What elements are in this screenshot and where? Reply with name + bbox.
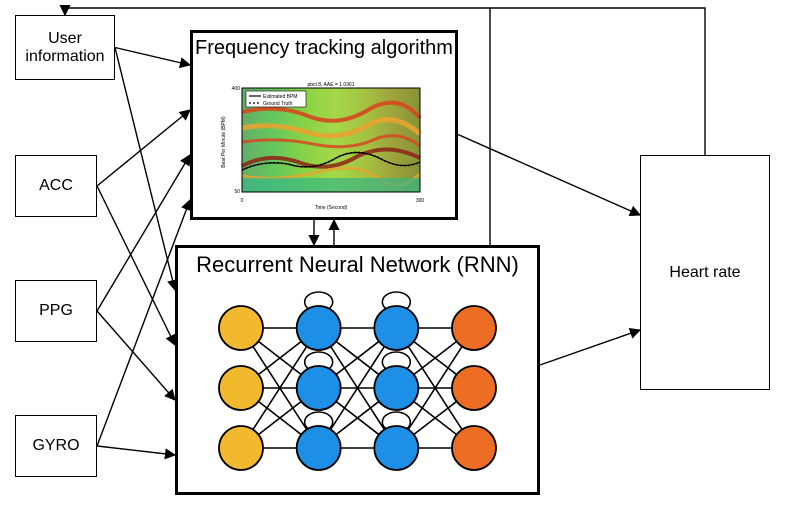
rnn-network-icon (205, 290, 510, 480)
ppg-box: PPG (15, 280, 97, 342)
svg-text:50: 50 (234, 189, 240, 195)
user-info-label: User information (21, 26, 108, 70)
user-info-box: User information (15, 15, 115, 80)
spectro-xlabel: Time (Second) (315, 205, 348, 210)
svg-text:400: 400 (232, 86, 241, 92)
heart-rate-box: Heart rate (640, 155, 770, 390)
rnn-title: Recurrent Neural Network (RNN) (178, 248, 537, 278)
gyro-label: GYRO (28, 433, 83, 459)
spectro-ylabel: Beat Per Minute (BPM) (221, 116, 227, 168)
svg-text:300: 300 (416, 198, 425, 204)
svg-text:0: 0 (241, 198, 244, 204)
freq-tracking-title: Frequency tracking algorithm (193, 33, 455, 59)
heart-rate-label: Heart rate (665, 260, 744, 286)
spectrogram-figure: 50 400 0 300 Time (Second) Beat Per Minu… (218, 82, 432, 210)
svg-text:Ground Truth: Ground Truth (263, 101, 293, 107)
svg-text:Estimated BPM: Estimated BPM (263, 94, 297, 100)
spectro-caption: pbct 8, AAE = 1.0361 (307, 82, 354, 88)
ppg-label: PPG (35, 298, 77, 324)
acc-box: ACC (15, 155, 97, 217)
gyro-box: GYRO (15, 415, 97, 477)
acc-label: ACC (35, 173, 77, 199)
